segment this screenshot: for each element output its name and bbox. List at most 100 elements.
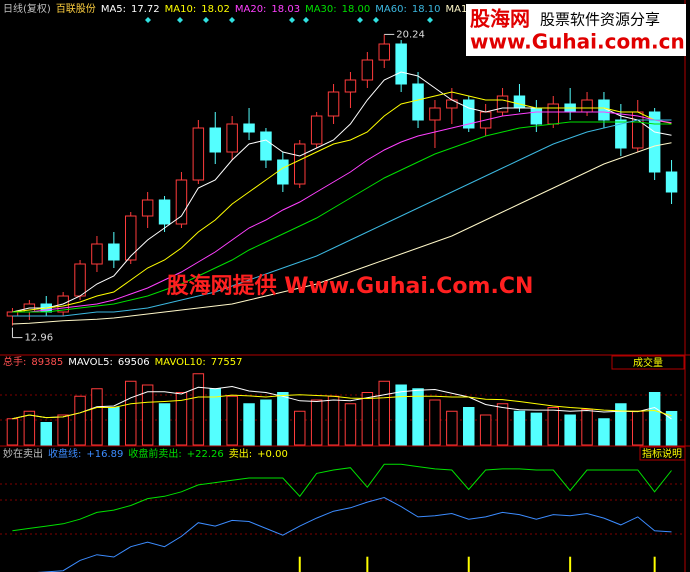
- volume-bar: [40, 422, 52, 446]
- candle-body: [395, 43, 407, 85]
- indicator-title: 妙在卖出: [3, 447, 43, 460]
- ma-line: [12, 119, 672, 317]
- candle-body: [310, 115, 323, 145]
- ma-line: [12, 121, 672, 313]
- candle-body: [446, 99, 458, 109]
- volume-bar: [344, 403, 357, 446]
- volume-bar: [479, 414, 492, 446]
- period: 日线(复权): [3, 2, 51, 15]
- volume-bar: [395, 384, 407, 446]
- volume-bar: [598, 418, 610, 446]
- volume-bar: [74, 395, 86, 446]
- panel-header: 日线(复权) 百联股份 MA5: 17.72 MA10: 18.02 MA20: 18.03 M…: [3, 2, 517, 15]
- candle-body: [547, 103, 559, 125]
- volume-bar: [6, 418, 19, 446]
- volume-bar: [175, 392, 188, 446]
- candle-body: [175, 179, 188, 225]
- indicator-line: [12, 463, 672, 532]
- candle-body: [429, 107, 441, 121]
- volume-bar: [243, 403, 255, 446]
- volume-value: 89385: [31, 357, 63, 368]
- legend-name: MAVOL5:: [68, 357, 113, 368]
- candle-body: [158, 199, 171, 225]
- candle-body: [496, 95, 509, 113]
- volume-bar: [547, 407, 559, 446]
- legend-value: +22.26: [187, 449, 224, 460]
- volume-bar: [226, 395, 238, 446]
- legend-name: MA30:: [305, 4, 337, 15]
- volume-ma-line: [12, 394, 672, 420]
- legend-name: MA20:: [235, 4, 267, 15]
- volume-bar: [23, 410, 36, 446]
- candle-body: [108, 243, 120, 261]
- candle-body: [463, 99, 475, 129]
- candle-body: [277, 159, 289, 185]
- legend-value: 18.02: [201, 4, 230, 15]
- high-label: 20.24: [396, 29, 425, 40]
- candle-body: [378, 43, 390, 61]
- ma-line: [12, 91, 672, 313]
- volume-bar: [513, 410, 526, 446]
- legend-name: 收盘前卖出:: [128, 447, 181, 460]
- watermark: 股海网提供 Www.Guhai.Com.CN: [167, 273, 534, 299]
- volume-bar: [665, 410, 678, 446]
- ma-line: [12, 111, 672, 313]
- candle-body: [226, 123, 238, 153]
- candle-body: [648, 111, 661, 173]
- volume-bar: [158, 403, 171, 446]
- volume-bar: [108, 407, 120, 446]
- legend-value: 69506: [118, 357, 150, 368]
- legend-value: +0.00: [257, 449, 288, 460]
- volume-bar: [446, 410, 458, 446]
- panel-header: 总手: 89385 MAVOL5: 69506 MAVOL10: 77557: [3, 355, 243, 368]
- volume-bar: [615, 403, 627, 446]
- candle-body: [615, 119, 627, 149]
- ma-line: [12, 142, 672, 325]
- volume-bar: [125, 380, 137, 446]
- candle-body: [412, 83, 424, 121]
- low-label: 12.96: [24, 333, 53, 344]
- stock-name: 百联股份: [56, 3, 96, 15]
- volume-bar: [260, 399, 272, 446]
- legend-value: 77557: [211, 357, 243, 368]
- volume-bar: [192, 373, 205, 446]
- legend-name: MA60:: [375, 4, 407, 15]
- candle-body: [260, 131, 272, 161]
- volume-bar: [496, 403, 509, 446]
- volume-label: 总手:: [3, 355, 26, 368]
- volume-bar: [632, 410, 644, 446]
- candle-body: [344, 79, 357, 93]
- indicator-button[interactable]: 指标说明: [639, 446, 686, 461]
- legend-value: +16.89: [86, 449, 123, 460]
- volume-button[interactable]: 成交量: [611, 355, 685, 370]
- volume-bar: [327, 395, 340, 446]
- volume-bar: [429, 399, 441, 446]
- signal-markers: [145, 17, 433, 23]
- volume-bar: [294, 410, 306, 446]
- panel-header: 妙在卖出 收盘线: +16.89 收盘前卖出: +22.26 卖出: +0.00: [3, 447, 288, 460]
- volume-bar: [581, 408, 593, 446]
- candle-body: [91, 243, 103, 265]
- candle-body: [243, 123, 255, 133]
- volume-bar: [141, 384, 154, 446]
- legend-value: 18.00: [342, 4, 371, 15]
- logo-brand: 股海网: [470, 7, 530, 31]
- volume-bar: [361, 392, 374, 446]
- legend-name: MA5:: [101, 4, 126, 15]
- indicator-button-label[interactable]: 指标说明: [642, 447, 682, 460]
- legend-value: 18.03: [271, 4, 300, 15]
- legend-name: 卖出:: [229, 447, 252, 460]
- candle-body: [530, 107, 543, 125]
- candle-body: [581, 99, 593, 113]
- candle-body: [632, 111, 644, 149]
- legend-name: MA120:: [445, 4, 483, 15]
- candle-body: [513, 95, 526, 109]
- candle-body: [327, 91, 340, 117]
- candle-body: [141, 199, 154, 217]
- volume-bar: [277, 392, 289, 446]
- volume-bar: [310, 399, 323, 446]
- volume-button-label[interactable]: 成交量: [633, 356, 663, 369]
- volume-ma-line: [12, 385, 672, 420]
